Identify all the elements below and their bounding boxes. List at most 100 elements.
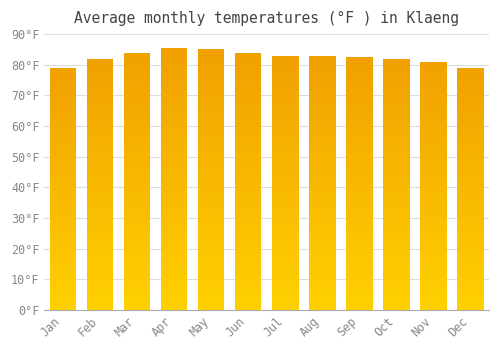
Bar (161, 252, 188, 253)
Bar (50, 121, 76, 122)
Bar (235, 145, 262, 146)
Bar (86, 148, 114, 149)
Bar (124, 95, 150, 96)
Bar (161, 200, 188, 201)
Bar (309, 169, 336, 170)
Bar (50, 188, 76, 189)
Bar (309, 177, 336, 179)
Bar (86, 103, 114, 104)
Bar (383, 227, 409, 228)
Bar (161, 53, 188, 55)
Bar (86, 300, 114, 301)
Bar (346, 302, 372, 303)
Bar (272, 153, 298, 155)
Bar (383, 236, 409, 237)
Bar (309, 63, 336, 64)
Bar (309, 129, 336, 131)
Bar (235, 142, 262, 144)
Bar (383, 223, 409, 224)
Bar (161, 174, 188, 175)
Bar (309, 89, 336, 90)
Bar (309, 141, 336, 142)
Bar (272, 298, 298, 300)
Bar (235, 271, 262, 272)
Bar (86, 231, 114, 232)
Bar (272, 75, 298, 76)
Bar (420, 292, 446, 294)
Bar (50, 97, 76, 98)
Bar (272, 273, 298, 274)
Bar (420, 259, 446, 260)
Bar (346, 204, 372, 205)
Bar (457, 138, 483, 139)
Bar (198, 220, 224, 221)
Bar (161, 289, 188, 290)
Bar (124, 189, 150, 190)
Bar (457, 229, 483, 230)
Bar (235, 52, 262, 54)
Bar (198, 176, 224, 177)
Bar (457, 91, 483, 92)
Bar (272, 104, 298, 105)
Bar (124, 94, 150, 95)
Bar (50, 87, 76, 89)
Bar (161, 55, 188, 56)
Bar (198, 247, 224, 248)
Bar (346, 296, 372, 297)
Bar (420, 258, 446, 259)
Bar (346, 196, 372, 197)
Bar (346, 71, 372, 72)
Bar (309, 120, 336, 122)
Bar (420, 156, 446, 157)
Bar (309, 124, 336, 126)
Bar (420, 180, 446, 181)
Bar (198, 212, 224, 214)
Bar (457, 164, 483, 166)
Bar (309, 128, 336, 130)
Bar (50, 244, 76, 246)
Bar (346, 217, 372, 219)
Bar (272, 307, 298, 308)
Bar (235, 79, 262, 81)
Bar (272, 286, 298, 287)
Bar (383, 163, 409, 164)
Bar (86, 263, 114, 265)
Bar (124, 136, 150, 138)
Bar (198, 122, 224, 124)
Bar (198, 201, 224, 202)
Bar (198, 56, 224, 57)
Bar (198, 258, 224, 259)
Bar (309, 147, 336, 148)
Bar (124, 145, 150, 146)
Bar (235, 254, 262, 256)
Bar (235, 216, 262, 217)
Bar (420, 264, 446, 265)
Bar (235, 148, 262, 149)
Bar (235, 236, 262, 238)
Bar (86, 167, 114, 168)
Bar (383, 303, 409, 305)
Bar (457, 94, 483, 96)
Bar (383, 203, 409, 204)
Bar (420, 233, 446, 234)
Bar (161, 230, 188, 231)
Bar (383, 285, 409, 286)
Bar (86, 204, 114, 205)
Bar (272, 304, 298, 306)
Bar (86, 162, 114, 163)
Bar (235, 138, 262, 139)
Bar (346, 167, 372, 168)
Bar (383, 162, 409, 163)
Bar (86, 223, 114, 224)
Bar (383, 165, 409, 167)
Bar (124, 308, 150, 310)
Bar (161, 236, 188, 238)
Bar (86, 168, 114, 169)
Bar (457, 196, 483, 197)
Bar (124, 268, 150, 270)
Bar (309, 300, 336, 301)
Bar (235, 252, 262, 253)
Bar (161, 171, 188, 172)
Bar (383, 125, 409, 126)
Bar (50, 233, 76, 235)
